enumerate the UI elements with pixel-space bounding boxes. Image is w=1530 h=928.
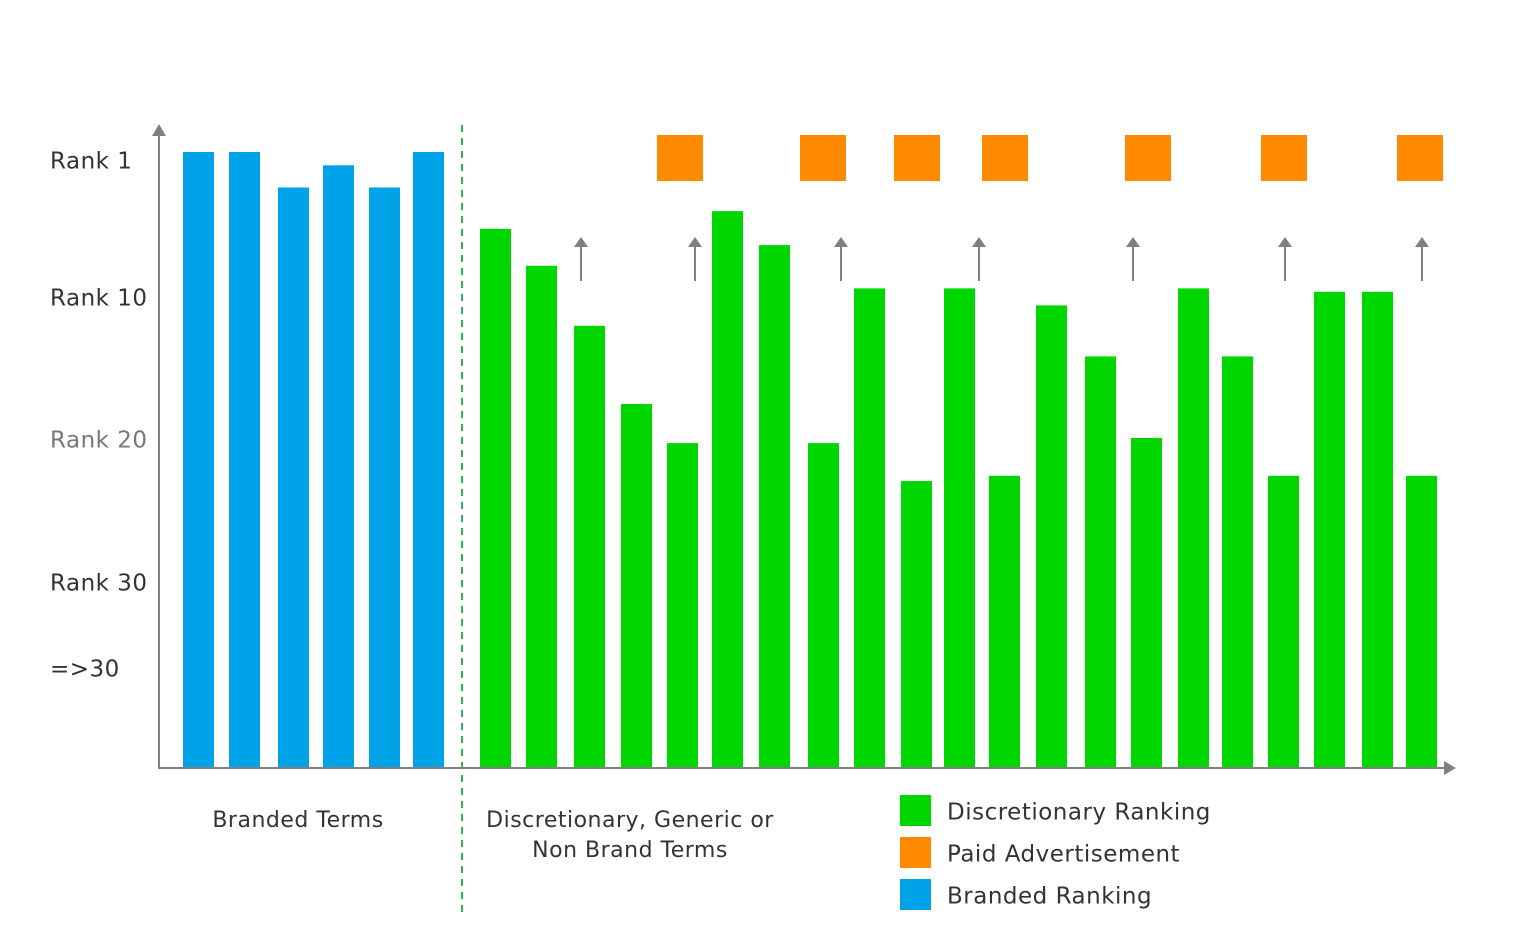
discretionary-bar [1406, 475, 1437, 768]
discretionary-bar [901, 481, 932, 768]
legend-swatch [900, 837, 931, 868]
paid-ad-square [657, 135, 703, 181]
discretionary-bar [621, 404, 652, 768]
legend-item: Discretionary Ranking [900, 795, 1211, 826]
legend-item: Branded Ranking [900, 879, 1152, 910]
paid-ads [657, 135, 1443, 181]
discretionary-bar [574, 325, 605, 768]
y-tick-label: Rank 10 [50, 286, 148, 312]
up-arrow-icon [688, 237, 702, 281]
discretionary-bar [759, 245, 790, 769]
y-tick-label: Rank 1 [50, 149, 132, 175]
branded-bar [369, 187, 400, 768]
axes [152, 124, 1456, 775]
discretionary-bar [1314, 291, 1345, 768]
discretionary-bar [1131, 438, 1162, 768]
up-arrow-icon [1415, 237, 1429, 281]
discretionary-bar [526, 265, 557, 768]
y-axis-ticks: Rank 1 Rank 10 Rank 20 Rank 30 =>30 [50, 149, 148, 683]
discretionary-bar [712, 211, 743, 769]
y-tick-label: Rank 30 [50, 571, 148, 597]
discretionary-bar [854, 288, 885, 768]
discretionary-bar [989, 475, 1020, 768]
up-arrow-icon [972, 237, 986, 281]
y-tick-label: =>30 [50, 657, 120, 683]
paid-ad-square [1261, 135, 1307, 181]
legend: Discretionary Ranking Paid Advertisement B… [900, 795, 1211, 910]
branded-bar [413, 152, 444, 768]
branded-bar [229, 152, 260, 768]
legend-swatch [900, 795, 931, 826]
up-arrow-icon [1126, 237, 1140, 281]
paid-ad-square [1125, 135, 1171, 181]
legend-swatch [900, 879, 931, 910]
legend-label: Discretionary Ranking [947, 800, 1211, 826]
discretionary-bar [944, 288, 975, 768]
branded-bar [323, 165, 354, 769]
branded-bar [278, 187, 309, 768]
paid-ad-square [982, 135, 1028, 181]
x-axis-arrow-icon [1444, 761, 1456, 775]
discretionary-bar [667, 443, 698, 768]
discretionary-bar [1268, 475, 1299, 768]
up-arrow-icon [574, 237, 588, 281]
discretionary-bar [1085, 356, 1116, 768]
paid-ad-square [1397, 135, 1443, 181]
up-arrow-icon [1278, 237, 1292, 281]
discretionary-bar [1036, 305, 1067, 768]
legend-label: Branded Ranking [947, 884, 1152, 910]
discretionary-bar [1178, 288, 1209, 768]
branded-bar [183, 152, 214, 768]
discretionary-bar [808, 443, 839, 768]
discretionary-bar [1362, 291, 1393, 768]
discretionary-bar [480, 228, 511, 768]
group-labels: Branded Terms Discretionary, Generic or No… [212, 808, 774, 863]
paid-ad-square [800, 135, 846, 181]
bars [183, 152, 1437, 769]
branded-terms-label: Branded Terms [212, 808, 383, 833]
generic-terms-label: Discretionary, Generic or Non Brand Terms [486, 808, 774, 863]
up-arrow-icon [834, 237, 848, 281]
legend-item: Paid Advertisement [900, 837, 1180, 868]
improvement-arrows [574, 237, 1429, 281]
discretionary-bar [1222, 356, 1253, 768]
legend-label: Paid Advertisement [947, 842, 1180, 868]
y-tick-label: Rank 20 [50, 428, 148, 454]
paid-ad-square [894, 135, 940, 181]
y-axis-arrow-icon [152, 124, 166, 136]
